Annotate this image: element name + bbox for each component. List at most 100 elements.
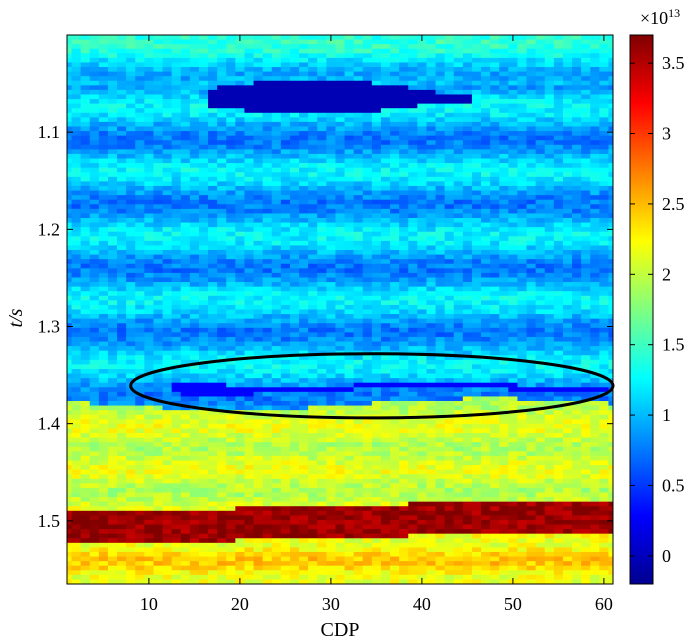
heatmap-cell xyxy=(426,89,437,96)
heatmap-cell xyxy=(144,304,155,311)
heatmap-cell xyxy=(244,291,255,297)
heatmap-cell xyxy=(226,121,236,128)
heatmap-cell xyxy=(435,359,446,365)
heatmap-cell xyxy=(117,135,127,141)
heatmap-cell xyxy=(126,158,136,164)
heatmap-cell xyxy=(171,167,182,173)
heatmap-cell xyxy=(380,131,391,137)
heatmap-cell xyxy=(126,112,136,118)
heatmap-cell xyxy=(208,538,218,544)
heatmap-cell xyxy=(280,314,291,320)
heatmap-cell xyxy=(235,501,246,507)
heatmap-cell xyxy=(226,131,236,137)
heatmap-cell xyxy=(162,140,173,146)
heatmap-cell xyxy=(144,131,155,137)
heatmap-cell xyxy=(326,433,337,439)
heatmap-cell xyxy=(171,355,182,361)
heatmap-cell xyxy=(408,382,418,388)
heatmap-cell xyxy=(244,368,255,375)
heatmap-cell xyxy=(98,53,109,59)
heatmap-cell xyxy=(299,263,309,269)
heatmap-cell xyxy=(371,574,382,581)
heatmap-cell xyxy=(180,135,191,141)
heatmap-cell xyxy=(107,108,118,114)
heatmap-cell xyxy=(117,250,127,256)
heatmap-cell xyxy=(244,556,255,562)
heatmap-cell xyxy=(198,149,209,155)
heatmap-cell xyxy=(335,387,346,393)
heatmap-cell xyxy=(244,382,255,388)
heatmap-cell xyxy=(371,108,382,114)
heatmap-cell xyxy=(390,250,400,256)
heatmap-cell xyxy=(280,140,291,146)
heatmap-cell xyxy=(198,423,209,430)
heatmap-cell xyxy=(208,378,218,384)
heatmap-cell xyxy=(435,163,446,169)
heatmap-cell xyxy=(299,39,309,45)
heatmap-cell xyxy=(371,455,382,462)
heatmap-cell xyxy=(217,391,227,398)
heatmap-cell xyxy=(89,300,100,306)
heatmap-cell xyxy=(107,76,118,82)
heatmap-cell xyxy=(253,39,264,45)
heatmap-cell xyxy=(289,286,300,292)
heatmap-cell xyxy=(217,451,227,457)
heatmap-cell xyxy=(171,185,182,192)
heatmap-cell xyxy=(253,227,264,233)
heatmap-cell xyxy=(80,391,91,398)
heatmap-cell xyxy=(399,112,409,118)
heatmap-cell xyxy=(107,382,118,388)
heatmap-cell xyxy=(135,268,145,274)
heatmap-cell xyxy=(226,272,236,279)
heatmap-cell xyxy=(253,263,264,269)
heatmap-cell xyxy=(107,53,118,59)
heatmap-cell xyxy=(317,231,327,237)
heatmap-cell xyxy=(326,465,337,471)
heatmap-cell xyxy=(262,405,273,411)
heatmap-cell xyxy=(144,231,155,237)
heatmap-cell xyxy=(135,579,145,584)
heatmap-cell xyxy=(162,35,173,41)
heatmap-cell xyxy=(107,135,118,141)
heatmap-cell xyxy=(289,570,300,576)
heatmap-cell xyxy=(426,574,437,581)
heatmap-cell xyxy=(399,391,409,398)
heatmap-cell xyxy=(80,199,91,205)
heatmap-cell xyxy=(180,364,191,370)
heatmap-cell xyxy=(344,341,355,347)
heatmap-cell xyxy=(235,474,246,480)
heatmap-cell xyxy=(208,506,218,512)
heatmap-cell xyxy=(89,263,100,269)
heatmap-cell xyxy=(390,364,400,370)
heatmap-cell xyxy=(162,478,173,484)
heatmap-cell xyxy=(408,300,418,306)
heatmap-cell xyxy=(198,364,209,370)
heatmap-cell xyxy=(299,487,309,494)
heatmap-cell xyxy=(153,245,164,251)
heatmap-cell xyxy=(308,478,318,484)
heatmap-cell xyxy=(289,240,300,247)
heatmap-cell xyxy=(271,103,282,109)
heatmap-cell xyxy=(299,314,309,320)
heatmap-cell xyxy=(235,222,246,228)
heatmap-cell xyxy=(89,71,100,77)
heatmap-cell xyxy=(144,71,155,77)
heatmap-cell xyxy=(399,76,409,82)
heatmap-cell xyxy=(217,519,227,526)
heatmap-cell xyxy=(417,515,428,521)
heatmap-cell xyxy=(180,519,191,526)
heatmap-cell xyxy=(171,465,182,471)
heatmap-cell xyxy=(344,542,355,548)
heatmap-cell xyxy=(435,167,446,173)
heatmap-cell xyxy=(144,222,155,228)
heatmap-cell xyxy=(135,112,145,118)
heatmap-cell xyxy=(226,346,236,352)
heatmap-cell xyxy=(262,236,273,242)
heatmap-cell xyxy=(117,263,127,269)
heatmap-cell xyxy=(126,483,136,489)
heatmap-cell xyxy=(80,524,91,530)
heatmap-cell xyxy=(380,387,391,393)
heatmap-cell xyxy=(135,227,145,233)
heatmap-cell xyxy=(271,327,282,333)
heatmap-cell xyxy=(67,373,73,379)
